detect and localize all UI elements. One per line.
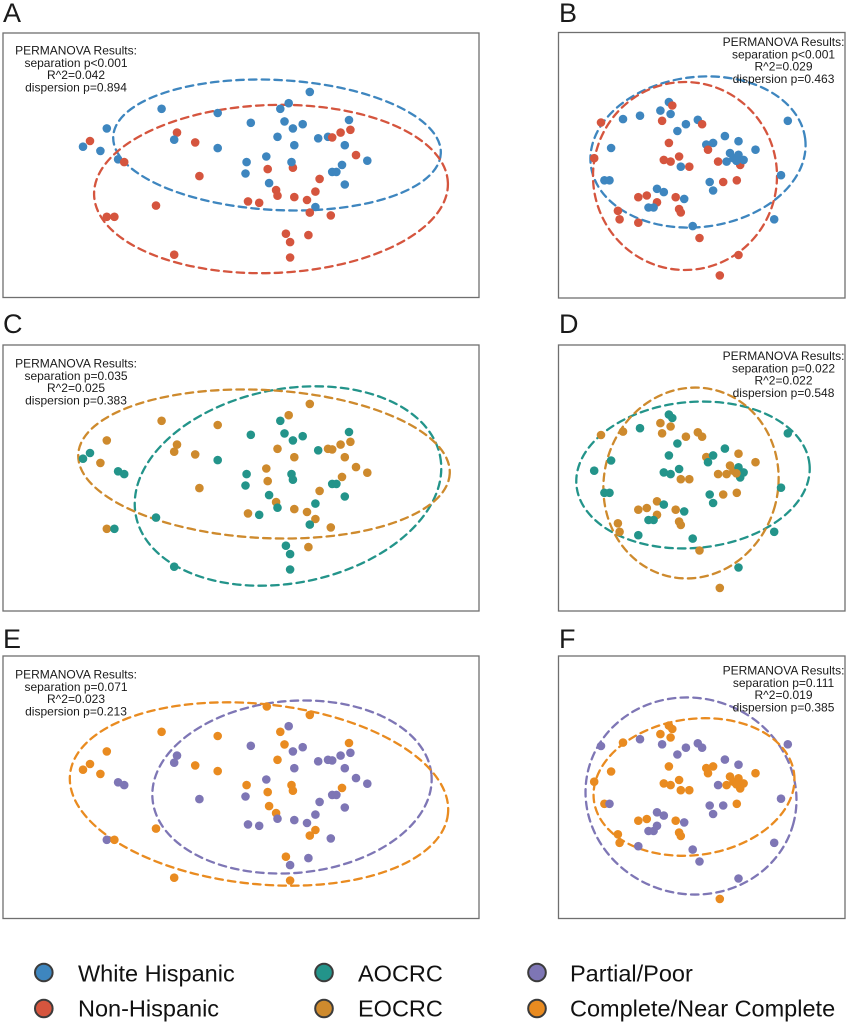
svg-text:separation p=0.111: separation p=0.111	[733, 676, 835, 690]
svg-text:F: F	[559, 624, 576, 654]
svg-text:C: C	[3, 309, 23, 339]
svg-text:White Hispanic: White Hispanic	[78, 961, 235, 987]
svg-text:dispersion p=0.463: dispersion p=0.463	[733, 72, 835, 86]
svg-text:PERMANOVA Results:: PERMANOVA Results:	[15, 668, 137, 682]
svg-text:R^2=0.029: R^2=0.029	[754, 60, 812, 74]
svg-text:dispersion p=0.548: dispersion p=0.548	[733, 386, 835, 400]
svg-text:AOCRC: AOCRC	[358, 961, 443, 987]
svg-text:PERMANOVA Results:: PERMANOVA Results:	[723, 35, 845, 49]
svg-text:R^2=0.023: R^2=0.023	[47, 692, 105, 706]
svg-text:dispersion p=0.894: dispersion p=0.894	[25, 80, 127, 94]
svg-text:separation p<0.001: separation p<0.001	[732, 47, 835, 61]
svg-text:R^2=0.025: R^2=0.025	[47, 381, 105, 395]
svg-text:R^2=0.019: R^2=0.019	[754, 688, 812, 702]
svg-text:dispersion p=0.385: dispersion p=0.385	[733, 700, 835, 714]
svg-text:Partial/Poor: Partial/Poor	[570, 961, 693, 987]
svg-text:PERMANOVA Results:: PERMANOVA Results:	[723, 349, 845, 363]
svg-text:Non-Hispanic: Non-Hispanic	[78, 995, 219, 1021]
svg-text:D: D	[559, 309, 579, 339]
svg-text:separation p=0.035: separation p=0.035	[24, 369, 127, 383]
svg-text:dispersion p=0.213: dispersion p=0.213	[25, 704, 127, 718]
svg-text:separation p=0.071: separation p=0.071	[24, 680, 127, 694]
svg-text:separation p<0.001: separation p<0.001	[24, 56, 127, 70]
svg-text:R^2=0.042: R^2=0.042	[47, 68, 105, 82]
svg-text:E: E	[3, 624, 21, 654]
svg-text:PERMANOVA Results:: PERMANOVA Results:	[723, 664, 845, 678]
svg-text:PERMANOVA Results:: PERMANOVA Results:	[15, 44, 137, 58]
svg-text:B: B	[559, 0, 577, 28]
svg-text:A: A	[3, 0, 21, 28]
svg-text:R^2=0.022: R^2=0.022	[754, 374, 812, 388]
svg-text:Complete/Near Complete: Complete/Near Complete	[570, 995, 835, 1021]
svg-text:dispersion p=0.383: dispersion p=0.383	[25, 393, 127, 407]
svg-text:PERMANOVA Results:: PERMANOVA Results:	[15, 357, 137, 371]
svg-text:separation p=0.022: separation p=0.022	[732, 361, 835, 375]
svg-text:EOCRC: EOCRC	[358, 995, 443, 1021]
